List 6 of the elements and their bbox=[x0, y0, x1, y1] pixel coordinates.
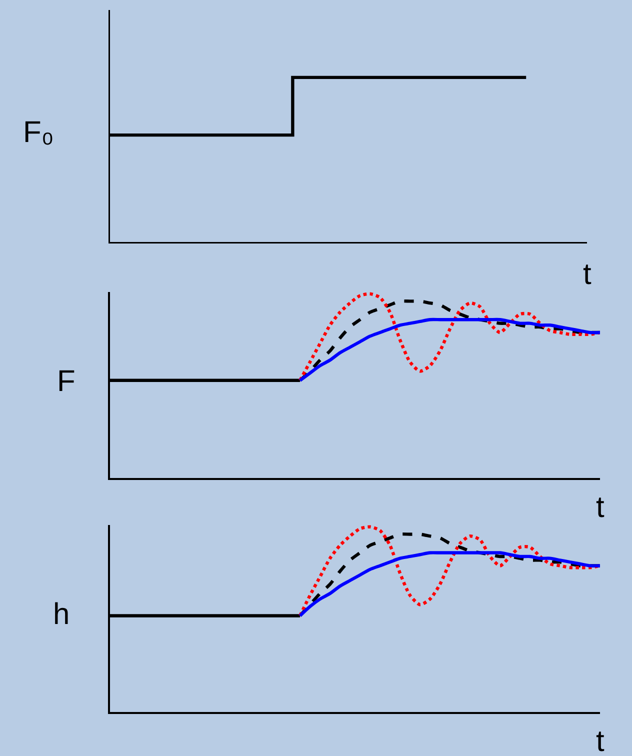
x-axis-title: t bbox=[583, 258, 592, 291]
y-axis-title: h bbox=[53, 598, 70, 631]
x-axis-title: t bbox=[596, 491, 605, 524]
y-axis-title: F₀ bbox=[23, 116, 54, 149]
x-axis-title: t bbox=[596, 725, 605, 756]
y-axis-title: F bbox=[57, 365, 76, 398]
